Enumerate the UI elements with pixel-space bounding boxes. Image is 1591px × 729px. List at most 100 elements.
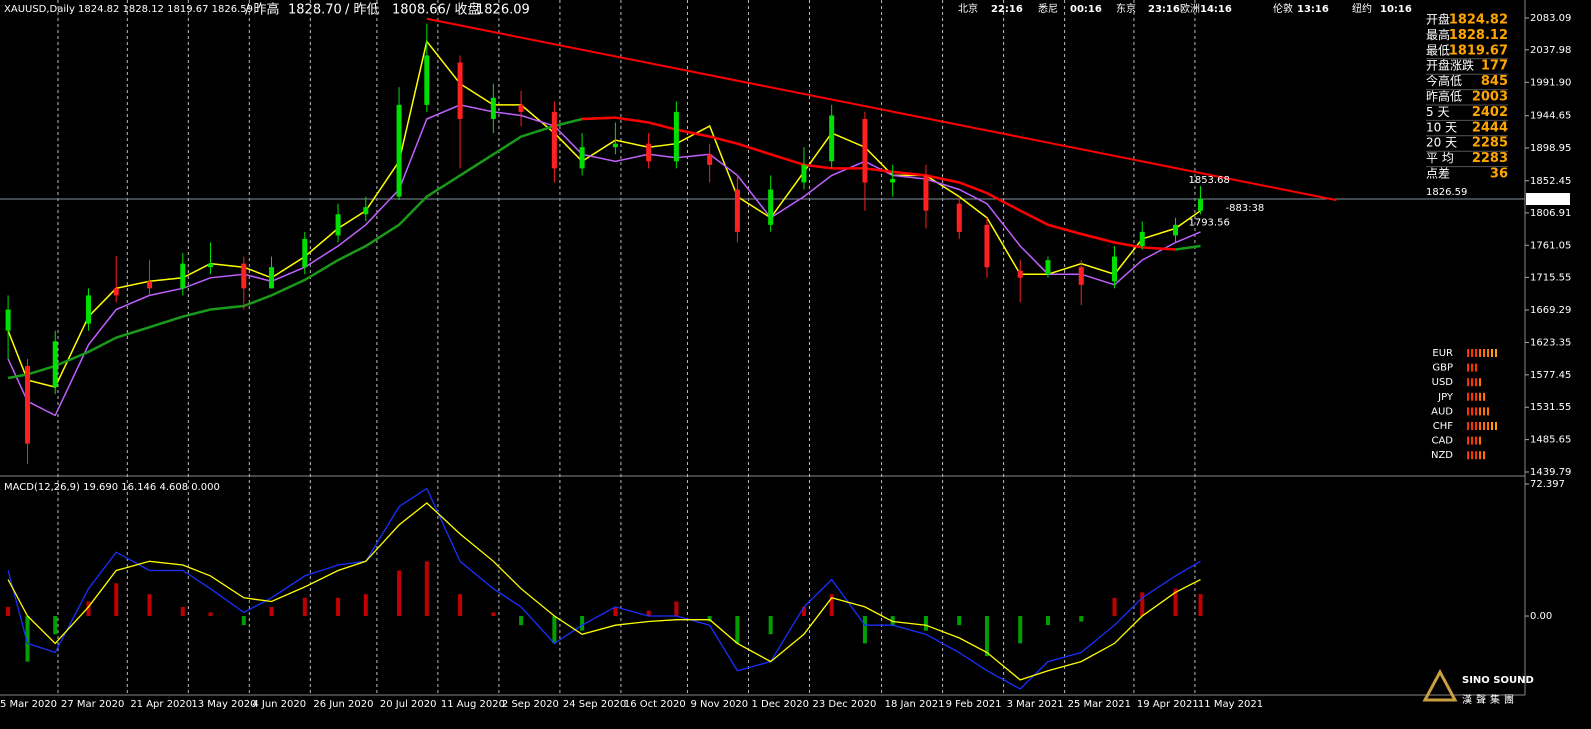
- y-tick-label: 72.397: [1530, 479, 1565, 490]
- histogram-bar: [1079, 616, 1084, 622]
- currency-name: CHF: [1433, 421, 1454, 432]
- histogram-bar: [1112, 597, 1117, 617]
- candle-body: [956, 203, 962, 232]
- strength-bar: [1467, 422, 1469, 430]
- strength-bar: [1479, 451, 1481, 460]
- info-value: 36: [1490, 167, 1508, 182]
- strength-bar: [1471, 451, 1473, 460]
- strength-bar: [1487, 422, 1489, 430]
- histogram-bar: [336, 597, 341, 617]
- strength-bar: [1475, 436, 1477, 445]
- histogram-bar: [552, 616, 557, 644]
- y-tick-label: 2037.98: [1530, 45, 1571, 56]
- candle-body: [241, 263, 247, 289]
- histogram-bar: [147, 594, 152, 617]
- clock-time: 22:16: [991, 4, 1023, 15]
- candle-body: [1078, 267, 1084, 285]
- candle-body: [518, 104, 524, 112]
- strength-meter: [1467, 451, 1485, 460]
- histogram-bar: [646, 610, 651, 617]
- strength-bar: [1475, 422, 1477, 430]
- x-tick-label: 9 Nov 2020: [690, 699, 748, 710]
- moving-average: [7, 104, 1201, 417]
- histogram-bar: [580, 616, 585, 631]
- x-tick-label: 21 Apr 2020: [130, 699, 192, 710]
- histogram-bar: [613, 606, 618, 617]
- candle-body: [457, 62, 463, 119]
- histogram-bar: [984, 616, 989, 657]
- strength-meter: [1467, 378, 1481, 387]
- y-tick-label: 1623.35: [1530, 337, 1571, 348]
- strength-bar: [1491, 422, 1493, 430]
- info-label: 最高: [1426, 27, 1450, 42]
- strength-meter: [1467, 436, 1481, 445]
- strength-bar: [1471, 436, 1473, 445]
- candle-body: [890, 178, 896, 183]
- strength-bar: [1479, 392, 1481, 401]
- strength-bar: [1471, 407, 1473, 416]
- strength-bar: [1467, 349, 1469, 357]
- histogram-bar: [363, 594, 368, 617]
- info-label: 10 天: [1426, 120, 1457, 134]
- candle-body: [551, 111, 557, 169]
- candle-body: [801, 164, 807, 183]
- x-tick-label: 23 Dec 2020: [812, 699, 876, 710]
- candle-body: [829, 115, 835, 162]
- candle-body: [86, 295, 92, 324]
- moving-average: [7, 39, 1201, 388]
- info-label: 昨高低: [1426, 89, 1462, 104]
- histogram-bar: [1198, 594, 1203, 617]
- histogram-bar: [53, 616, 58, 635]
- info-value: 2003: [1472, 90, 1508, 105]
- x-tick-label: 2 Sep 2020: [502, 699, 559, 710]
- strength-bar: [1471, 378, 1473, 387]
- y-tick-label: 1806.91: [1530, 208, 1571, 219]
- header-value: 1828.70: [288, 3, 342, 18]
- histogram-bar: [302, 597, 307, 617]
- trendline: [426, 17, 1337, 202]
- x-tick-label: 3 Mar 2021: [1007, 699, 1064, 710]
- x-tick-label: 11 Aug 2020: [441, 699, 505, 710]
- x-tick-label: 19 Apr 2021: [1137, 699, 1199, 710]
- x-tick-label: 16 Oct 2020: [624, 699, 686, 710]
- y-tick-label: 1898.95: [1530, 143, 1571, 154]
- currency-name: GBP: [1432, 363, 1453, 374]
- candle-body: [1112, 256, 1118, 282]
- strength-bar: [1483, 451, 1485, 460]
- y-tick-label: 1944.65: [1530, 111, 1571, 122]
- info-label: 20 天: [1426, 136, 1457, 150]
- clock-time: 13:16: [1297, 4, 1329, 15]
- strength-bar: [1471, 422, 1473, 430]
- strength-bar: [1479, 436, 1481, 445]
- histogram-bar: [707, 616, 712, 622]
- candle-body: [1139, 231, 1145, 247]
- info-value: 845: [1481, 74, 1508, 89]
- candle-body: [768, 189, 774, 225]
- moving-average: [1175, 244, 1201, 251]
- candle-body: [612, 143, 618, 148]
- histogram-bar: [768, 616, 773, 635]
- strength-bar: [1467, 407, 1469, 416]
- info-value: 2402: [1472, 105, 1508, 120]
- x-tick-label: 18 Jan 2021: [885, 699, 945, 710]
- currency-name: USD: [1432, 377, 1454, 388]
- strength-bar: [1487, 349, 1489, 357]
- candle-body: [673, 111, 679, 162]
- y-tick-label: 1852.45: [1530, 176, 1571, 187]
- macd-line: [7, 487, 1201, 690]
- strength-bar: [1475, 363, 1477, 372]
- histogram-bar: [458, 594, 463, 617]
- info-value: 2283: [1472, 151, 1508, 166]
- strength-bar: [1483, 349, 1485, 357]
- strength-bar: [1475, 451, 1477, 460]
- current-price-label: 1826.59: [1529, 194, 1570, 205]
- chart-title: XAUUSD,Daily 1824.82 1828.12 1819.67 182…: [4, 4, 253, 15]
- y-tick-label: 1439.79: [1530, 467, 1571, 478]
- current-price-big: 1826.59: [1426, 187, 1467, 198]
- candle-body: [208, 263, 214, 268]
- strength-bar: [1467, 392, 1469, 401]
- candle-body: [424, 55, 430, 105]
- price-annotation: 1793.56: [1188, 217, 1229, 228]
- candle-body: [24, 365, 30, 444]
- strength-bar: [1467, 436, 1469, 445]
